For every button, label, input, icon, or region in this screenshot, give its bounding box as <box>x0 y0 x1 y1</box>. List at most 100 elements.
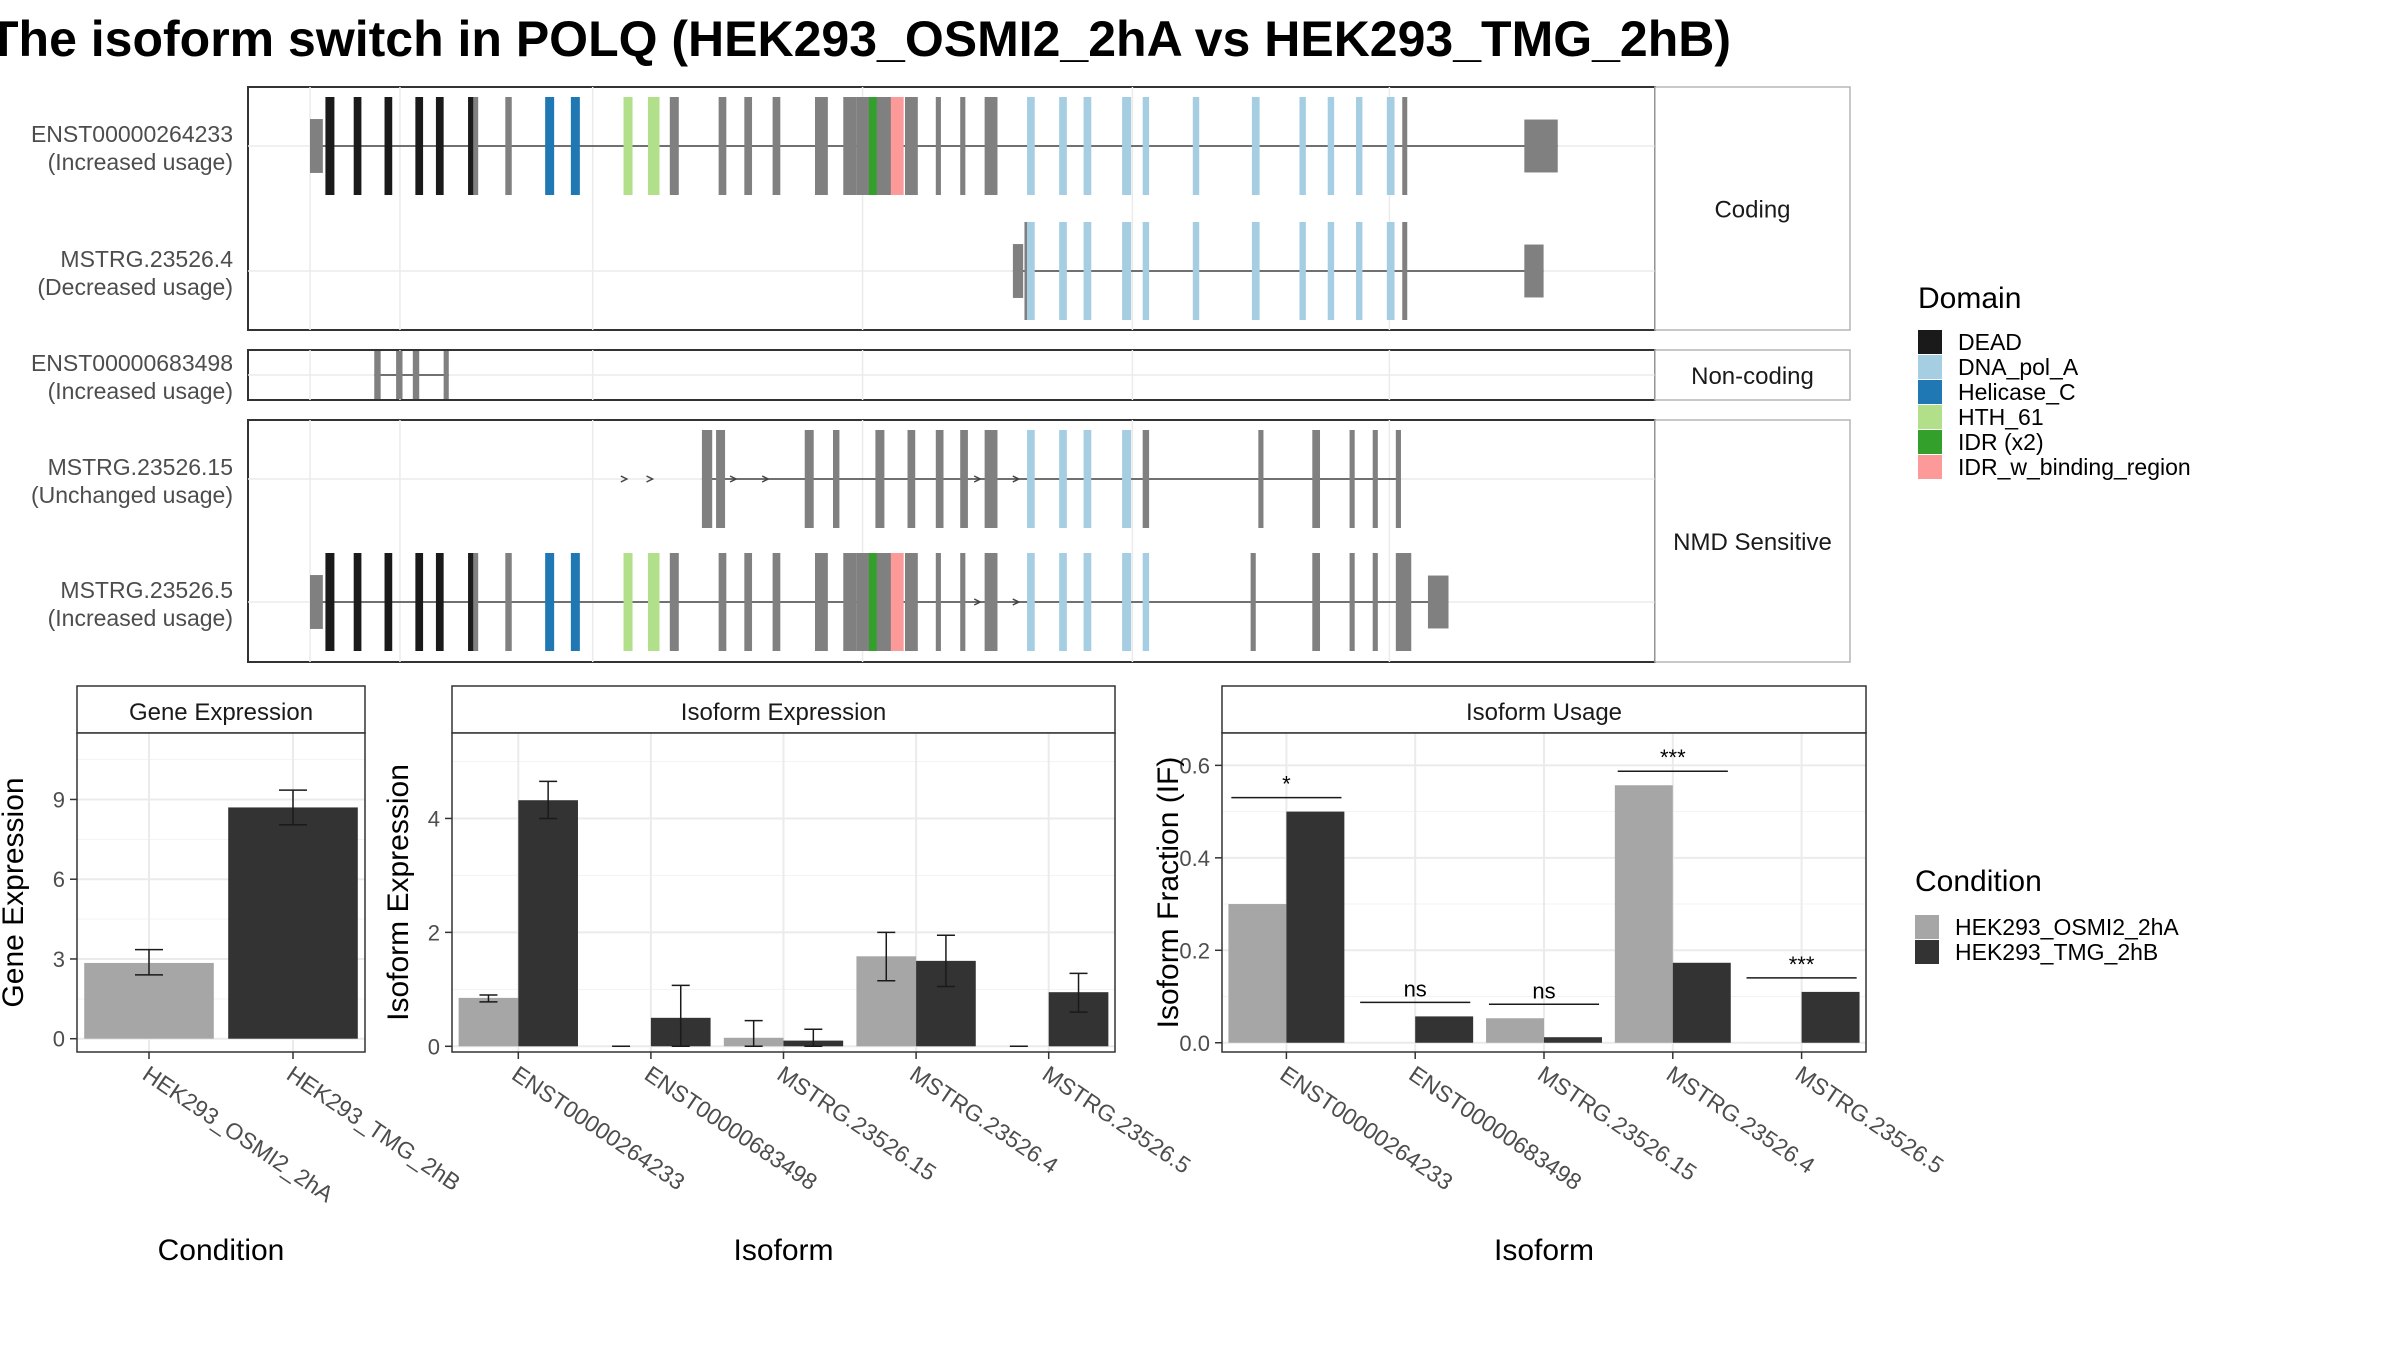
chart-0-strip <box>76 685 366 734</box>
exon <box>669 97 679 195</box>
exon-domain-hth-61 <box>623 553 633 651</box>
chart-2-ytick-label: 0.4 <box>1179 846 1210 871</box>
transcript-usage-label: (Increased usage) <box>48 605 233 631</box>
transcript-id-label: MSTRG.23526.15 <box>48 454 233 480</box>
exon-domain-helicase-c <box>545 553 555 651</box>
chart-0-ytick-label: 3 <box>53 947 65 972</box>
exon <box>984 430 998 528</box>
utr-3prime <box>1427 575 1449 629</box>
transcript-id-label: MSTRG.23526.4 <box>60 246 233 272</box>
exon <box>396 351 403 399</box>
chart-1-error-bar <box>744 1019 763 1048</box>
exon-domain-dead <box>415 553 424 651</box>
exon <box>374 351 381 399</box>
chart-2-bar-b <box>1544 1037 1602 1043</box>
strand-arrow <box>973 598 982 606</box>
exon-domain-dead <box>384 97 393 195</box>
exon <box>804 430 814 528</box>
chart-0-error-bar <box>135 948 163 976</box>
exon <box>505 553 512 651</box>
exon <box>1312 430 1321 528</box>
chart-2-strip <box>1221 685 1867 734</box>
exon <box>935 553 941 651</box>
exon <box>1402 97 1408 195</box>
domain-legend-label: Helicase_C <box>1958 379 2076 405</box>
exon-domain-dead <box>468 97 475 195</box>
chart-2-sig-label: * <box>1282 772 1291 797</box>
exon-domain-dead <box>325 97 335 195</box>
chart-2-xlabel: Isoform <box>1494 1234 1594 1267</box>
chart-1-bar-a <box>458 997 519 1047</box>
exon <box>960 430 968 528</box>
exon <box>960 553 966 651</box>
transcript-panel-2 <box>247 419 1656 663</box>
exon <box>701 430 713 528</box>
exon-domain-helicase-c <box>570 97 580 195</box>
exon-domain-dna-pol-a <box>1386 97 1395 195</box>
chart-2-bar-a <box>1228 904 1287 1043</box>
exon <box>310 119 323 173</box>
exon-domain-dna-pol-a <box>1122 97 1132 195</box>
exon-domain-dna-pol-a <box>1059 553 1067 651</box>
exon-domain-dna-pol-a <box>1327 222 1335 320</box>
exon-domain-dead <box>353 97 362 195</box>
strand-arrow <box>646 475 655 483</box>
exon <box>1142 430 1150 528</box>
exon-domain-dead <box>435 97 444 195</box>
chart-2-title: Isoform Usage <box>1466 699 1622 726</box>
chart-0-ytick-label: 6 <box>53 867 65 892</box>
chart-0-ytick-label: 9 <box>53 787 65 812</box>
exon <box>935 430 944 528</box>
exon-domain-dead <box>415 97 424 195</box>
exon <box>412 351 420 399</box>
exon <box>473 553 479 651</box>
exon <box>875 430 885 528</box>
exon-domain-dna-pol-a <box>1192 222 1200 320</box>
strand-arrow <box>1012 598 1021 606</box>
exon <box>1258 430 1264 528</box>
chart-2-ytick-label: 0.6 <box>1179 753 1210 778</box>
domain-legend-key <box>1918 455 1942 479</box>
exon-domain-dna-pol-a <box>1251 97 1260 195</box>
chart-2-sig-label: *** <box>1660 745 1686 770</box>
bar-charts: Gene Expression0369HEK293_OSMI2_2hAHEK29… <box>0 685 1948 1267</box>
condition-legend-key <box>1915 940 1939 964</box>
exon <box>1395 430 1401 528</box>
chart-2-ylabel: Isoform Fraction (IF) <box>1152 757 1185 1029</box>
exon <box>1372 430 1378 528</box>
chart-2-bar-b <box>1415 1016 1474 1043</box>
exon <box>907 430 916 528</box>
chart-1-error-bar <box>877 931 896 982</box>
strand-arrow <box>761 475 770 483</box>
condition-legend-title: Condition <box>1915 865 2042 898</box>
exon <box>1349 553 1355 651</box>
condition-legend-label: HEK293_OSMI2_2hA <box>1955 914 2179 940</box>
exon-domain-dna-pol-a <box>1083 553 1092 651</box>
chart-1-error-bar <box>936 934 955 988</box>
exon <box>1312 553 1321 651</box>
exon-domain-idr-x2- <box>868 97 877 195</box>
figure-title: The isoform switch in POLQ (HEK293_OSMI2… <box>0 11 1731 67</box>
chart-2-sig-label: *** <box>1789 952 1815 977</box>
transcript-usage-label: (Increased usage) <box>48 149 233 175</box>
exon-domain-dead <box>353 553 362 651</box>
exon-domain-idr-w-binding-region <box>890 553 904 651</box>
exon-domain-dna-pol-a <box>1142 222 1150 320</box>
exon-domain-helicase-c <box>570 553 580 651</box>
exon <box>935 97 941 195</box>
exon <box>1012 244 1024 298</box>
exon <box>473 97 479 195</box>
exon-domain-dna-pol-a <box>1027 222 1035 320</box>
chart-2-sig-label: ns <box>1404 976 1427 1001</box>
chart-0-panel-border <box>76 732 366 1053</box>
exon-domain-dna-pol-a <box>1059 430 1067 528</box>
strand-arrow <box>973 475 982 483</box>
exon <box>772 553 781 651</box>
exon-domain-dna-pol-a <box>1355 97 1363 195</box>
exon <box>1402 222 1408 320</box>
exon <box>904 553 918 651</box>
exon <box>772 97 781 195</box>
condition-legend-label: HEK293_TMG_2hB <box>1955 939 2158 965</box>
